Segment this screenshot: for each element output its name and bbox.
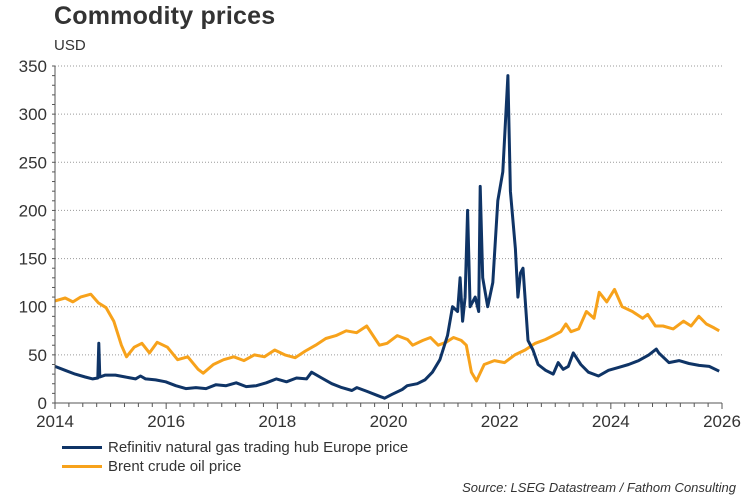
series-line-gas — [54, 74, 720, 400]
y-tick-label: 350 — [19, 57, 47, 76]
legend-label-gas: Refinitiv natural gas trading hub Europe… — [108, 439, 409, 456]
legend-swatch-brent — [62, 465, 102, 468]
gridlines — [55, 65, 722, 356]
y-tick-label: 200 — [19, 201, 47, 220]
x-tick-label: 2018 — [258, 412, 296, 431]
x-tick-label: 2020 — [370, 412, 408, 431]
y-tick-label: 100 — [19, 298, 47, 317]
y-axis-unit-label: USD — [54, 37, 86, 54]
chart-title: Commodity prices — [54, 2, 276, 30]
series-line-brent — [54, 287, 720, 383]
y-tick-label: 300 — [19, 105, 47, 124]
y-tick-label: 50 — [28, 346, 47, 365]
legend-swatch-gas — [62, 446, 102, 449]
axes: 0 50 100 150 200 250 300 350 2014 2016 2018 2020 202… — [19, 57, 741, 431]
x-tick-label: 2014 — [36, 412, 74, 431]
x-tick-label: 2016 — [147, 412, 185, 431]
legend-item-gas: Refinitiv natural gas trading hub Europe… — [62, 438, 408, 457]
legend-item-brent: Brent crude oil price — [62, 457, 408, 476]
source-note: Source: LSEG Datastream / Fathom Consult… — [462, 480, 736, 495]
x-tick-label: 2026 — [703, 412, 741, 431]
y-tick-label: 250 — [19, 153, 47, 172]
legend-label-brent: Brent crude oil price — [108, 458, 242, 475]
y-tick-label: 0 — [38, 394, 47, 413]
y-tick-label: 150 — [19, 250, 47, 269]
legend: Refinitiv natural gas trading hub Europe… — [62, 438, 408, 476]
x-tick-label: 2024 — [592, 412, 630, 431]
series-lines — [54, 74, 720, 400]
x-tick-label: 2022 — [481, 412, 519, 431]
